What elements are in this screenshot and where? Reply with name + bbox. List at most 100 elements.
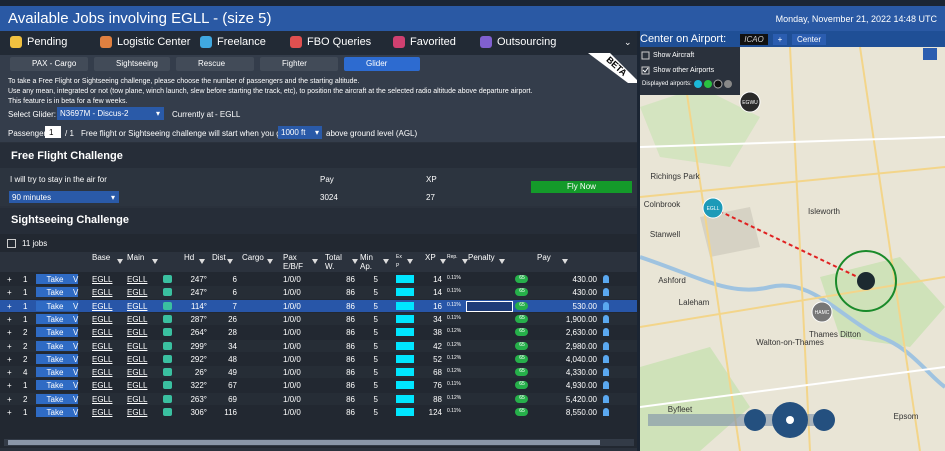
cell[interactable]: EGLL: [127, 408, 148, 417]
scroll-thumb[interactable]: [8, 440, 600, 445]
table-row[interactable]: [0, 379, 637, 392]
take-button[interactable]: [36, 340, 78, 351]
subtab[interactable]: [176, 57, 254, 71]
take-button[interactable]: [36, 287, 78, 298]
checkbox[interactable]: [641, 51, 650, 60]
take-button[interactable]: [36, 393, 78, 404]
cell[interactable]: EGLL: [127, 381, 148, 391]
user-icon[interactable]: [603, 394, 609, 403]
subtab[interactable]: [344, 57, 420, 71]
filter-icon[interactable]: [227, 259, 233, 264]
eye-button[interactable]: [744, 409, 766, 431]
take-button[interactable]: [36, 300, 78, 311]
table-row[interactable]: [0, 312, 637, 326]
filter-icon[interactable]: [267, 259, 273, 264]
airport-marker[interactable]: [739, 91, 761, 113]
take-button[interactable]: [36, 380, 78, 391]
tab[interactable]: Outsourcing: [497, 36, 557, 48]
user-icon[interactable]: [603, 354, 609, 363]
cell[interactable]: EGLL: [127, 341, 148, 351]
table-row[interactable]: [0, 273, 637, 286]
checkbox[interactable]: [641, 66, 650, 75]
zoom-button[interactable]: [813, 409, 835, 431]
filter-icon[interactable]: [312, 259, 318, 264]
table-row[interactable]: [0, 406, 637, 419]
take-button[interactable]: [36, 327, 78, 338]
h-scrollbar[interactable]: [4, 439, 634, 446]
cell[interactable]: EGLL: [92, 328, 113, 338]
cell[interactable]: EGLL: [92, 288, 113, 298]
altitude-select[interactable]: 1000 ft ▾: [278, 126, 322, 139]
cell[interactable]: EGLL: [92, 381, 113, 391]
add-button[interactable]: +: [773, 34, 787, 45]
airport-filter[interactable]: [724, 80, 732, 88]
cell[interactable]: EGLL: [127, 314, 148, 324]
user-icon[interactable]: [603, 275, 609, 283]
filter-icon[interactable]: [407, 259, 413, 264]
filter-icon[interactable]: [462, 259, 468, 264]
cell[interactable]: EGLL: [92, 354, 113, 364]
airport-filter[interactable]: [694, 80, 702, 88]
user-icon[interactable]: [603, 301, 609, 310]
center-button[interactable]: Center: [792, 34, 826, 45]
icao-input[interactable]: ICAO: [740, 34, 768, 45]
cell[interactable]: EGLL: [92, 314, 113, 324]
user-icon[interactable]: [603, 368, 609, 377]
table-row[interactable]: [0, 392, 637, 405]
user-icon[interactable]: [603, 328, 609, 337]
tab[interactable]: Logistic Center: [117, 36, 191, 48]
cell[interactable]: EGLL: [127, 288, 148, 298]
user-icon[interactable]: [603, 381, 609, 390]
cell[interactable]: EGLL: [92, 394, 113, 404]
penalty-input[interactable]: [466, 300, 513, 312]
passenger-input[interactable]: 1: [45, 126, 61, 138]
table-row[interactable]: [0, 326, 637, 339]
take-button[interactable]: [36, 274, 78, 284]
airport-marker[interactable]: [702, 197, 724, 219]
tab[interactable]: Freelance: [217, 36, 266, 48]
cell[interactable]: EGLL: [92, 275, 113, 284]
airport-filter[interactable]: [704, 80, 712, 88]
filter-icon[interactable]: [199, 259, 205, 264]
user-icon[interactable]: [603, 314, 609, 323]
table-row[interactable]: [0, 352, 637, 366]
filter-icon[interactable]: [440, 259, 446, 264]
filter-icon[interactable]: [383, 259, 389, 264]
select-all-checkbox[interactable]: [7, 239, 16, 248]
cell[interactable]: EGLL: [92, 408, 113, 417]
tab-dropdown[interactable]: ⌄: [624, 37, 632, 47]
cell[interactable]: EGLL: [92, 368, 113, 378]
subtab[interactable]: [260, 57, 338, 71]
filter-icon[interactable]: [117, 259, 123, 264]
cell[interactable]: EGLL: [92, 301, 113, 311]
user-icon[interactable]: [603, 288, 609, 297]
tab[interactable]: Favorited: [410, 36, 456, 48]
fly-now-button[interactable]: Fly Now: [531, 181, 632, 193]
filter-icon[interactable]: [152, 259, 158, 264]
duration-select[interactable]: 90 minutes ▾: [9, 191, 119, 203]
user-icon[interactable]: [603, 408, 609, 416]
cell[interactable]: EGLL: [92, 341, 113, 351]
cell[interactable]: EGLL: [127, 301, 148, 311]
cell[interactable]: EGLL: [127, 354, 148, 364]
cell[interactable]: EGLL: [127, 275, 148, 284]
cell[interactable]: EGLL: [127, 328, 148, 338]
take-button[interactable]: [36, 313, 78, 324]
take-button[interactable]: [36, 353, 78, 364]
user-icon[interactable]: [603, 341, 609, 350]
airport-filter[interactable]: [713, 79, 723, 89]
tab[interactable]: Pending: [27, 36, 68, 48]
tab[interactable]: FBO Queries: [307, 36, 372, 48]
take-button[interactable]: [36, 407, 78, 417]
take-button[interactable]: [36, 367, 78, 378]
subtab[interactable]: [94, 57, 170, 71]
camera-marker[interactable]: [857, 272, 875, 290]
cell[interactable]: EGLL: [127, 368, 148, 378]
table-row[interactable]: [0, 286, 637, 299]
filter-icon[interactable]: [562, 259, 568, 264]
glider-select[interactable]: N3697M - Discus-2 ▾: [57, 107, 164, 120]
map-dropdown[interactable]: [923, 48, 937, 60]
filter-icon[interactable]: [499, 259, 505, 264]
table-row[interactable]: [0, 339, 637, 352]
subtab[interactable]: [10, 57, 88, 71]
